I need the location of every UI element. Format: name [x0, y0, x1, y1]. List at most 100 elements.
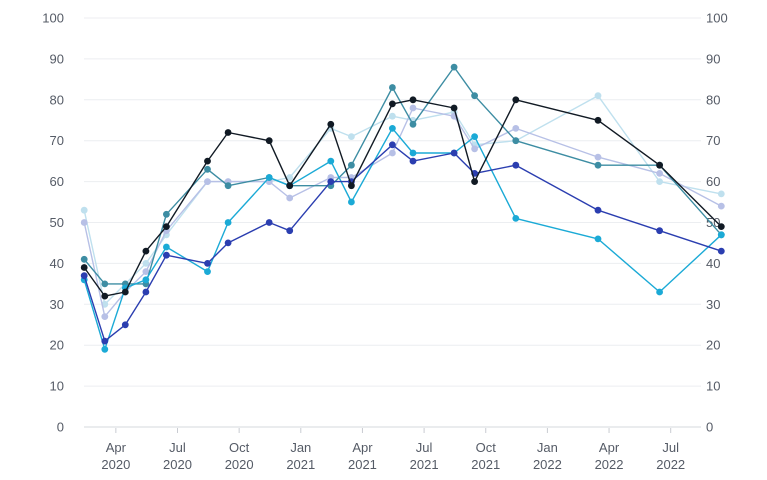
data-point [450, 104, 458, 112]
y-tick-label-left: 30 [50, 297, 64, 312]
y-tick-label-left: 10 [50, 379, 64, 394]
data-point [594, 92, 602, 100]
x-tick-label-year: 2021 [410, 457, 439, 472]
data-point [656, 170, 663, 177]
data-point [101, 345, 109, 353]
data-point [121, 321, 129, 329]
x-axis: Apr 2020 Jul 2020 Oct 2020 Jan 2021 Apr 2021 Jul 20… [101, 428, 685, 472]
y-tick-label-left: 80 [50, 92, 64, 107]
y-tick-label-left: 100 [42, 11, 64, 26]
data-point [512, 96, 520, 104]
x-tick-label-month: Oct [229, 440, 250, 455]
series-4 [80, 124, 725, 353]
data-point [409, 157, 417, 165]
data-point [121, 288, 129, 296]
data-point [101, 280, 109, 288]
data-point [224, 219, 232, 226]
data-point [142, 247, 150, 255]
data-point [286, 174, 294, 181]
x-tick-label-month: Oct [476, 440, 497, 455]
data-point [512, 137, 520, 145]
data-point [717, 202, 725, 210]
data-point [450, 149, 458, 157]
data-point [80, 272, 88, 280]
series-6 [80, 96, 725, 300]
series-line [83, 127, 722, 350]
data-point [594, 161, 602, 169]
data-point [204, 157, 211, 165]
y-tick-label-left: 90 [50, 51, 64, 66]
data-point [101, 313, 109, 320]
y-tick-label-right: 20 [706, 338, 720, 353]
data-point [286, 194, 294, 202]
data-point [409, 149, 417, 157]
data-point [142, 288, 150, 296]
data-point [389, 84, 396, 91]
data-point [142, 268, 150, 275]
data-point [409, 120, 417, 128]
y-tick-label-left: 40 [50, 256, 64, 271]
data-point [101, 337, 109, 345]
y-tick-label-left: 70 [50, 133, 64, 148]
data-point [286, 182, 294, 190]
y-tick-label-left: 20 [50, 338, 64, 353]
data-point [409, 104, 417, 112]
x-tick-label-year: 2021 [471, 457, 500, 472]
x-tick-label-month: Apr [352, 440, 373, 455]
x-tick-label-month: Apr [106, 440, 127, 455]
data-point [512, 161, 520, 169]
data-point [265, 137, 273, 145]
series-line [83, 144, 722, 342]
data-point [101, 292, 109, 300]
data-point [471, 145, 478, 153]
right-y-axis: 0 10 20 30 40 50 60 70 80 90 100 [706, 11, 728, 435]
left-y-axis: 0 10 20 30 40 50 60 70 80 90 100 [42, 11, 64, 435]
data-point [389, 112, 396, 120]
x-tick-label-month: Jan [537, 440, 558, 455]
y-tick-label-left: 0 [57, 420, 64, 435]
data-point [348, 133, 355, 141]
data-point [204, 268, 211, 275]
data-point [656, 161, 663, 169]
data-point [348, 182, 355, 190]
data-point [512, 124, 520, 132]
y-tick-label-right: 90 [706, 51, 720, 66]
data-point [594, 235, 602, 243]
data-point [594, 153, 602, 161]
data-point [348, 161, 355, 169]
data-point [163, 210, 170, 218]
series-5 [80, 141, 725, 345]
data-point [717, 231, 725, 239]
y-tick-label-right: 0 [706, 420, 713, 435]
data-point [204, 260, 211, 267]
x-tick-label-year: 2022 [656, 457, 685, 472]
data-point [389, 141, 396, 149]
data-point [450, 63, 458, 71]
data-point [717, 223, 725, 231]
data-point [389, 124, 396, 132]
data-point [594, 206, 602, 214]
data-point [163, 223, 170, 231]
x-tick-label-year: 2021 [286, 457, 315, 472]
data-point [163, 243, 170, 251]
data-point [80, 255, 88, 263]
data-point [512, 215, 520, 222]
data-point [327, 120, 335, 128]
x-tick-label-month: Jan [290, 440, 311, 455]
y-tick-label-right: 10 [706, 379, 720, 394]
x-tick-label-year: 2020 [101, 457, 130, 472]
data-point [204, 178, 211, 186]
y-tick-label-right: 60 [706, 174, 720, 189]
data-point [80, 264, 88, 271]
data-point [327, 178, 335, 186]
data-point [389, 100, 396, 108]
data-point [265, 219, 273, 226]
x-tick-label-month: Apr [599, 440, 620, 455]
data-point [80, 219, 88, 226]
series-line [83, 107, 722, 318]
gridlines [84, 17, 701, 428]
x-tick-label-year: 2020 [225, 457, 254, 472]
x-tick-label-month: Jul [662, 440, 679, 455]
